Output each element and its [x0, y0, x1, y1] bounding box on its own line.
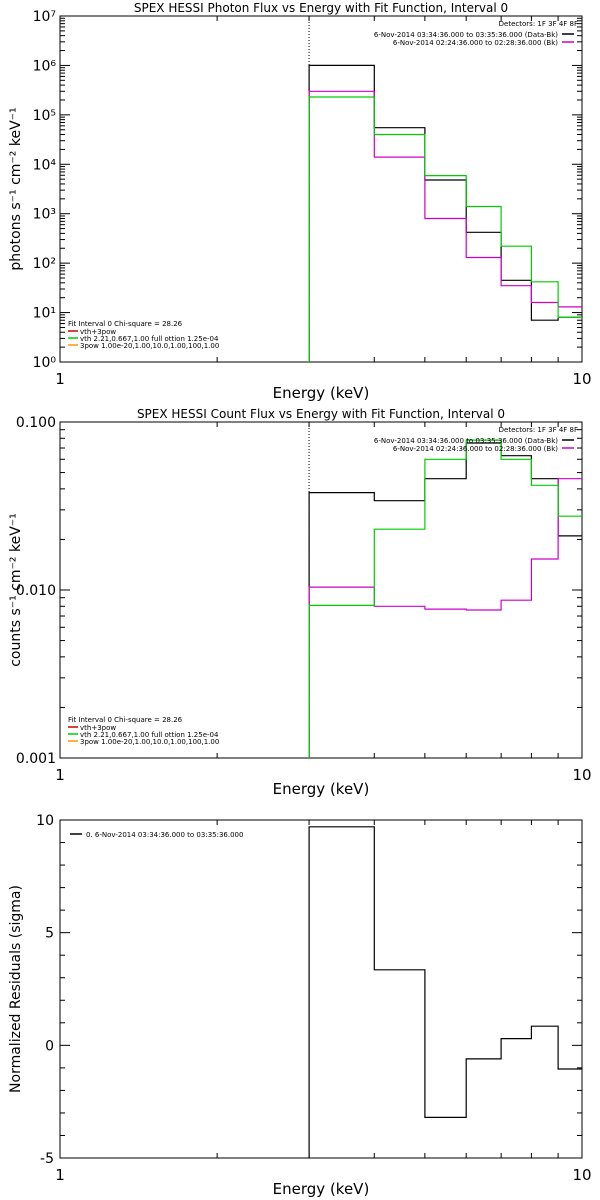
y-tick-label: 10² [33, 256, 56, 272]
y-tick-label: -5 [40, 1151, 54, 1167]
series-1-histogram [308, 826, 582, 1158]
y-tick-label: 10⁷ [33, 9, 56, 25]
x-tick-label: 1 [55, 1166, 65, 1184]
chart-title: SPEX HESSI Photon Flux vs Energy with Fi… [134, 1, 508, 15]
chart-panel-2: SPEX HESSI Count Flux vs Energy with Fit… [8, 407, 592, 798]
y-tick-label: 5 [45, 926, 54, 942]
y-axis-label: photons s⁻¹ cm⁻² keV⁻¹ [8, 107, 24, 270]
series-2-histogram [308, 478, 582, 758]
legend-entry-label: 3pow 1.00e-20,1.00,10.0,1.00,100,1.00 [80, 342, 219, 350]
y-axis-label: counts s⁻¹ cm⁻² keV⁻¹ [8, 513, 24, 667]
legend-entry-label: 6-Nov-2014 03:34:36.000 to 03:35:36.000 … [374, 437, 558, 445]
y-tick-label: 0.001 [16, 751, 56, 767]
series-1-histogram [308, 442, 582, 758]
legend-entry-label: 6-Nov-2014 02:24:36.000 to 02:28:36.000 … [393, 39, 558, 47]
series-3-histogram [308, 96, 582, 362]
y-tick-label: 10⁴ [33, 157, 57, 173]
x-axis-label: Energy (keV) [273, 1180, 370, 1198]
fit-info-label: Fit Interval 0 Chi-square = 28.26 [68, 320, 183, 328]
plot-frame [59, 421, 583, 759]
legend-entry-label: vth 2.21,0.667,1.00 full ottion 1.25e-04 [80, 731, 219, 739]
y-tick-label: 10⁶ [33, 58, 57, 74]
y-tick-label: 10³ [33, 207, 56, 223]
detectors-label: Detectors: 1F 3F 4F 8F [499, 20, 578, 28]
y-tick-label: 10⁵ [33, 108, 56, 124]
y-tick-label: 10¹ [33, 306, 56, 322]
y-tick-label: 10⁰ [33, 355, 57, 371]
series-1-histogram [308, 64, 582, 362]
legend-entry-label: vth+3pow [80, 724, 116, 732]
x-axis-label: Energy (keV) [273, 780, 370, 798]
series-3-histogram [308, 439, 582, 758]
y-tick-label: 0.100 [16, 415, 56, 431]
y-tick-label: 10 [36, 813, 54, 829]
legend-entry-label: 6-Nov-2014 03:34:36.000 to 03:35:36.000 … [374, 31, 558, 39]
y-axis-label: Normalized Residuals (sigma) [8, 885, 24, 1093]
legend-entry-label: 3pow 1.00e-20,1.00,10.0,1.00,100,1.00 [80, 738, 219, 746]
legend-entry-label: 6-Nov-2014 02:24:36.000 to 02:28:36.000 … [393, 445, 558, 453]
chart-title: SPEX HESSI Count Flux vs Energy with Fit… [137, 407, 505, 421]
fit-info-label: Fit Interval 0 Chi-square = 28.26 [68, 716, 183, 724]
x-tick-label: 10 [572, 766, 591, 784]
y-tick-label: 0 [45, 1038, 54, 1054]
legend-entry-label: vth 2.21,0.667,1.00 full ottion 1.25e-04 [80, 335, 219, 343]
x-axis-label: Energy (keV) [273, 384, 370, 402]
x-tick-label: 10 [572, 1166, 591, 1184]
residual-legend-label: 0. 6-Nov-2014 03:34:36.000 to 03:35:36.0… [86, 831, 243, 839]
plot-frame [59, 15, 583, 363]
series-2-histogram [308, 90, 582, 362]
chart-panel-1: SPEX HESSI Photon Flux vs Energy with Fi… [8, 1, 592, 402]
legend-entry-label: vth+3pow [80, 328, 116, 336]
chart-panel-3: 1 10 Energy (keV) -5 0 5 10 Normalized Residual… [8, 813, 592, 1198]
plot-frame [59, 819, 583, 1159]
x-tick-label: 1 [55, 766, 65, 784]
y-tick-label: 0.010 [16, 583, 56, 599]
x-tick-label: 10 [572, 370, 591, 388]
x-tick-label: 1 [55, 370, 65, 388]
detectors-label: Detectors: 1F 3F 4F 8F [499, 426, 578, 434]
